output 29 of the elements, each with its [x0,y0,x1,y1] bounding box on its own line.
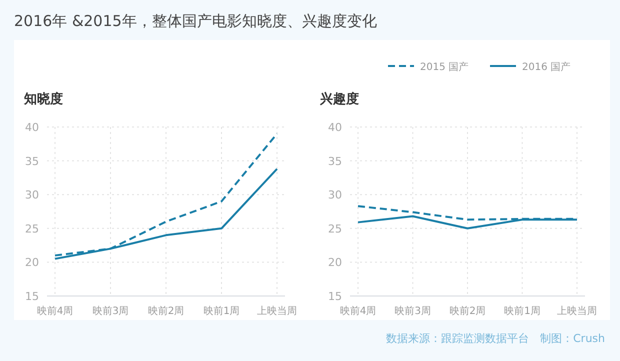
line-series [54,132,278,256]
x-tick-label: 映前1周 [504,305,540,317]
x-tick-label: 映前1周 [203,305,240,317]
x-tick-label: 映前4周 [36,305,74,317]
y-tick-label: 15 [25,290,39,303]
y-tick-label: 20 [25,256,39,270]
y-tick-label: 25 [25,222,39,236]
legend-label: 2015 国产 [420,61,469,73]
y-tick-label: 30 [25,188,39,202]
y-tick-label: 35 [328,154,342,168]
x-tick-label: 上映当周 [557,305,597,317]
legend-label: 2016 国产 [522,61,571,73]
y-tick-label: 20 [328,256,342,270]
y-tick-label: 30 [328,188,342,202]
x-tick-label: 映前4周 [340,305,376,317]
x-tick-label: 上映当周 [257,305,297,317]
x-tick-label: 映前2周 [148,305,184,317]
x-tick-label: 映前2周 [449,305,486,317]
y-tick-label: 35 [25,154,39,168]
source-note: 数据来源：跟踪监测数据平台 制图：Crush [386,332,606,345]
y-axis-title: 兴趣度 [319,91,359,107]
y-tick-label: 40 [328,121,342,134]
y-tick-label: 15 [328,290,342,303]
chart-title: 2016年 &2015年，整体国产电影知晓度、兴趣度变化 [14,12,377,30]
y-tick-label: 25 [328,222,342,236]
y-axis-title: 知晓度 [23,91,63,107]
x-tick-label: 映前3周 [92,305,129,317]
x-tick-label: 映前3周 [394,305,431,317]
y-tick-label: 40 [25,121,39,134]
